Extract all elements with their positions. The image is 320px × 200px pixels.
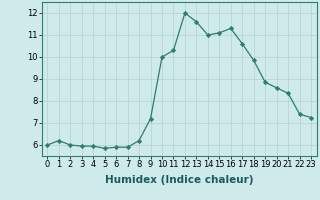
X-axis label: Humidex (Indice chaleur): Humidex (Indice chaleur) <box>105 175 253 185</box>
